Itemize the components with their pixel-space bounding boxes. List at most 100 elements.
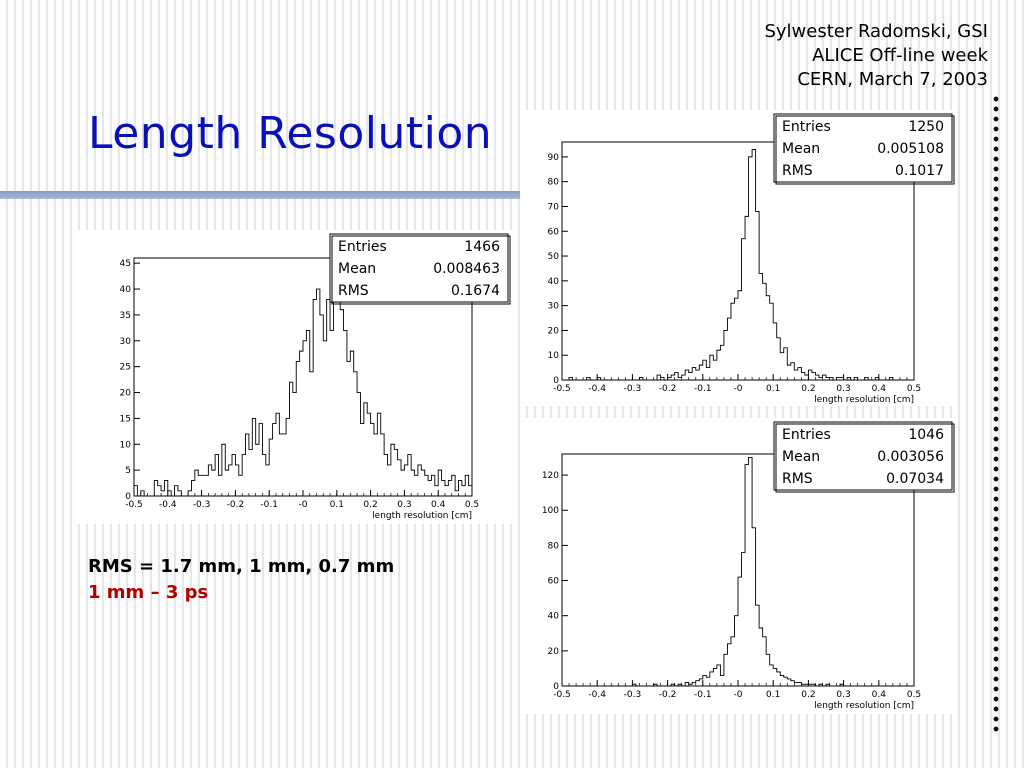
histogram-bin (175, 486, 178, 496)
histogram-bin (766, 296, 770, 380)
x-tick-label: -0.2 (659, 384, 677, 394)
histogram-bin (310, 372, 313, 496)
histogram-bin (826, 378, 830, 380)
histogram-1-svg: -0.5 -0.4 -0.3 -0.2 -0.1 -0 0.1 0.2 0.3 0.4 0.5 0 5 1… (120, 233, 511, 521)
histogram-bin (394, 449, 397, 496)
slide-title: Length Resolution (88, 108, 493, 159)
histogram-bin (639, 378, 643, 380)
stats-key: Entries (782, 119, 831, 135)
histogram-bin (678, 684, 682, 686)
histogram-bin (791, 681, 795, 686)
x-tick-label: -0 (734, 690, 743, 700)
histogram-bin (675, 373, 679, 380)
histogram-bin (766, 654, 770, 686)
dotted-border-decoration (992, 94, 1000, 734)
x-tick-label: -0.1 (694, 690, 712, 700)
histogram-bin (442, 480, 445, 496)
histogram-bin (320, 315, 323, 496)
histogram-bin (344, 330, 347, 496)
x-tick-label: 0.5 (907, 690, 921, 700)
histogram-bin (327, 299, 330, 496)
histogram-bin (696, 681, 700, 686)
x-tick-label: -0 (734, 384, 743, 394)
histogram-panel-1: -0.5 -0.4 -0.3 -0.2 -0.1 -0 0.1 0.2 0.3 0.4 0.5 0 5 1… (76, 230, 512, 524)
histogram-bin (154, 480, 157, 496)
histogram-bin (805, 375, 809, 380)
histogram-bin (300, 351, 303, 496)
histogram-bin (738, 577, 742, 686)
x-tick-label: -0.3 (193, 500, 211, 510)
y-tick-label: 20 (120, 389, 132, 399)
histogram-bin (742, 552, 746, 686)
histogram-bin (462, 486, 465, 496)
x-tick-label: -0.5 (125, 500, 143, 510)
stats-box-shadow (775, 423, 955, 493)
stats-key: Entries (338, 239, 387, 255)
histogram-bin (388, 465, 391, 496)
histogram-bin (734, 616, 738, 686)
y-tick-label: 20 (548, 647, 560, 657)
x-tick-label: 0.4 (872, 690, 887, 700)
histogram-bin (724, 654, 728, 686)
histogram-bin (188, 491, 191, 496)
y-tick-label: 0 (125, 492, 131, 502)
histogram-bin (415, 475, 418, 496)
histogram-bin (164, 480, 167, 496)
histogram-bin (330, 330, 333, 496)
x-tick-label: -0.5 (553, 690, 571, 700)
x-tick-label: -0.1 (260, 500, 278, 510)
x-tick-label: 0.5 (465, 500, 479, 510)
histogram-bin (812, 373, 816, 380)
histogram-bin (296, 361, 299, 496)
histogram-bin (654, 684, 658, 686)
histogram-bin (418, 465, 421, 496)
histogram-bin (713, 668, 717, 686)
x-tick-label: 0.2 (801, 384, 815, 394)
stats-value: 1466 (464, 239, 500, 255)
stats-box-shadow (775, 115, 955, 185)
histogram-bin (354, 372, 357, 496)
histogram-bin (759, 273, 763, 380)
histogram-bin (431, 475, 434, 496)
y-tick-label: 10 (120, 440, 132, 450)
histogram-bin (780, 675, 784, 686)
histogram-bin (720, 345, 724, 380)
histogram-bin (317, 289, 320, 496)
credit-date: CERN, March 7, 2003 (797, 69, 988, 90)
histogram-bin (784, 348, 788, 380)
histogram-bin (340, 310, 343, 496)
x-tick-label: 0.3 (836, 384, 850, 394)
summary-conversion: 1 mm – 3 ps (88, 582, 209, 603)
histogram-bin (367, 413, 370, 496)
histogram-bin (632, 684, 636, 686)
histogram-bin (699, 679, 703, 686)
x-tick-label: -0.4 (159, 500, 177, 510)
histogram-bin (731, 637, 735, 686)
histogram-bin (222, 444, 225, 496)
histogram-bin (401, 470, 404, 496)
histogram-1-group: -0.5 -0.4 -0.3 -0.2 -0.1 -0 0.1 0.2 0.3 0.4 0.5 0 5 1… (120, 233, 511, 521)
stats-box-shadow (331, 235, 511, 305)
histogram-bin (777, 672, 781, 686)
histogram-bin (178, 491, 181, 496)
histogram-bin (428, 480, 431, 496)
y-tick-label: 15 (120, 414, 131, 424)
stats-value: 0.1017 (895, 163, 944, 179)
x-tick-label: 0.1 (330, 500, 344, 510)
histogram-bin (875, 378, 879, 380)
histogram-bin (360, 424, 363, 496)
histogram-bin (703, 360, 707, 380)
histogram-bin (202, 475, 205, 496)
summary-rms: RMS = 1.7 mm, 1 mm, 0.7 mm (88, 556, 395, 577)
x-tick-label: 0.1 (766, 690, 780, 700)
stats-value: 0.07034 (886, 471, 944, 487)
histogram-bin (699, 365, 703, 380)
histogram-bin (678, 378, 682, 380)
histogram-bin (798, 682, 802, 686)
y-tick-label: 50 (548, 252, 560, 262)
histogram-bin (671, 375, 675, 380)
histogram-bin (826, 684, 830, 686)
x-axis-label: length resolution [cm] (814, 701, 914, 711)
histogram-bin (313, 299, 316, 496)
histogram-bin (682, 375, 686, 380)
